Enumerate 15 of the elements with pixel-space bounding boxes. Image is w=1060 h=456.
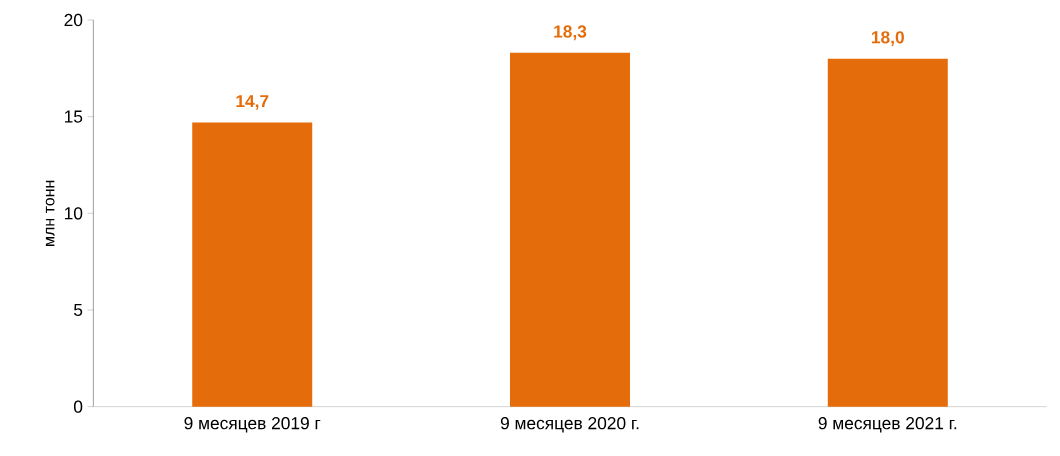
y-tick-label: 0	[73, 400, 83, 413]
y-tick-label: 15	[64, 110, 83, 123]
y-tick-label: 5	[74, 303, 83, 317]
bar	[827, 58, 948, 407]
y-tick-label: 20	[64, 13, 83, 27]
data-label: 18,0	[872, 31, 904, 46]
x-tick-label: 9 месяцев 2021 г.	[818, 417, 957, 433]
y-axis-title: млн тонн	[45, 180, 55, 246]
x-tick-label: 9 месяцев 2019 г	[184, 417, 321, 433]
data-label: 18,3	[554, 25, 587, 41]
bar	[510, 52, 630, 407]
bar	[192, 122, 313, 407]
y-tick-label: 10	[64, 207, 83, 220]
data-label: 14,7	[236, 95, 269, 110]
x-tick-label: 9 месяцев 2020 г.	[500, 417, 639, 433]
